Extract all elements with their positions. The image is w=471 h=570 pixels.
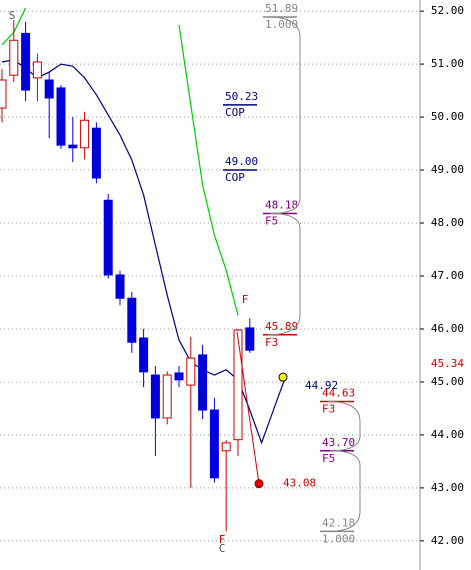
candle-body: [115, 274, 125, 299]
fib-sub: COP: [225, 171, 245, 184]
fib-label: 48.18: [265, 198, 298, 211]
candle-body: [103, 199, 113, 276]
last-price-label: 45.34: [431, 357, 464, 370]
marker-letter: F: [242, 293, 249, 306]
fib-label: 50.23: [225, 90, 258, 103]
y-tick-label: 44.00: [431, 428, 464, 441]
target-low-dot: [254, 479, 264, 489]
candle-body: [186, 357, 196, 386]
candle-body: [174, 372, 184, 381]
fib-sub: F3: [322, 403, 335, 416]
fib-label: 51.89: [265, 2, 298, 15]
y-tick-label: 50.00: [431, 110, 464, 123]
fib-sub: F3: [265, 336, 278, 349]
candle-body: [32, 61, 42, 79]
candle-body: [9, 39, 19, 76]
candle-body: [162, 374, 172, 419]
projection: [236, 331, 260, 484]
fib-sub: F5: [322, 452, 335, 465]
marker-letter: F: [219, 533, 226, 546]
y-tick-label: 48.00: [431, 216, 464, 229]
target-low-label: 43.08: [283, 477, 316, 490]
candle-body: [56, 87, 66, 146]
fib-sub: 1.000: [322, 532, 355, 545]
bracket: [327, 401, 361, 532]
y-tick-label: 51.00: [431, 57, 464, 70]
fib-sub: 1.000: [265, 18, 298, 31]
fib-label: 42.18: [322, 516, 355, 529]
candle-body: [209, 409, 219, 479]
y-tick-label: 42.00: [431, 534, 464, 547]
y-tick-label: 46.00: [431, 322, 464, 335]
bracket: [267, 16, 301, 336]
candle-body: [80, 119, 90, 149]
y-tick-label: 43.00: [431, 481, 464, 494]
candle-body: [127, 297, 137, 343]
y-tick-label: 47.00: [431, 269, 464, 282]
candle-body: [233, 329, 243, 441]
y-tick-label: 49.00: [431, 163, 464, 176]
candle-body: [150, 374, 160, 419]
candle-body: [68, 144, 78, 149]
y-tick-label: 45.00: [431, 375, 464, 388]
candle-body: [21, 32, 31, 91]
marker-letter: S: [9, 9, 16, 22]
candle-body: [0, 79, 7, 109]
candle-body: [245, 327, 255, 351]
target-high-label: 44.92: [305, 379, 338, 392]
candle-body: [198, 354, 208, 411]
candle-body: [91, 127, 101, 179]
fib-sub: COP: [225, 106, 245, 119]
marker-letter: C: [219, 542, 226, 555]
fib-sub: F5: [265, 214, 278, 227]
target-high-dot: [278, 372, 288, 382]
y-tick-label: 52.00: [431, 4, 464, 17]
candle-body: [44, 79, 54, 99]
fib-label: 44.63: [322, 387, 355, 400]
fib-label: 45.89: [265, 320, 298, 333]
candle-body: [139, 337, 149, 373]
fib-label: 49.00: [225, 155, 258, 168]
candle-body: [221, 442, 231, 452]
fib-label: 43.70: [322, 436, 355, 449]
